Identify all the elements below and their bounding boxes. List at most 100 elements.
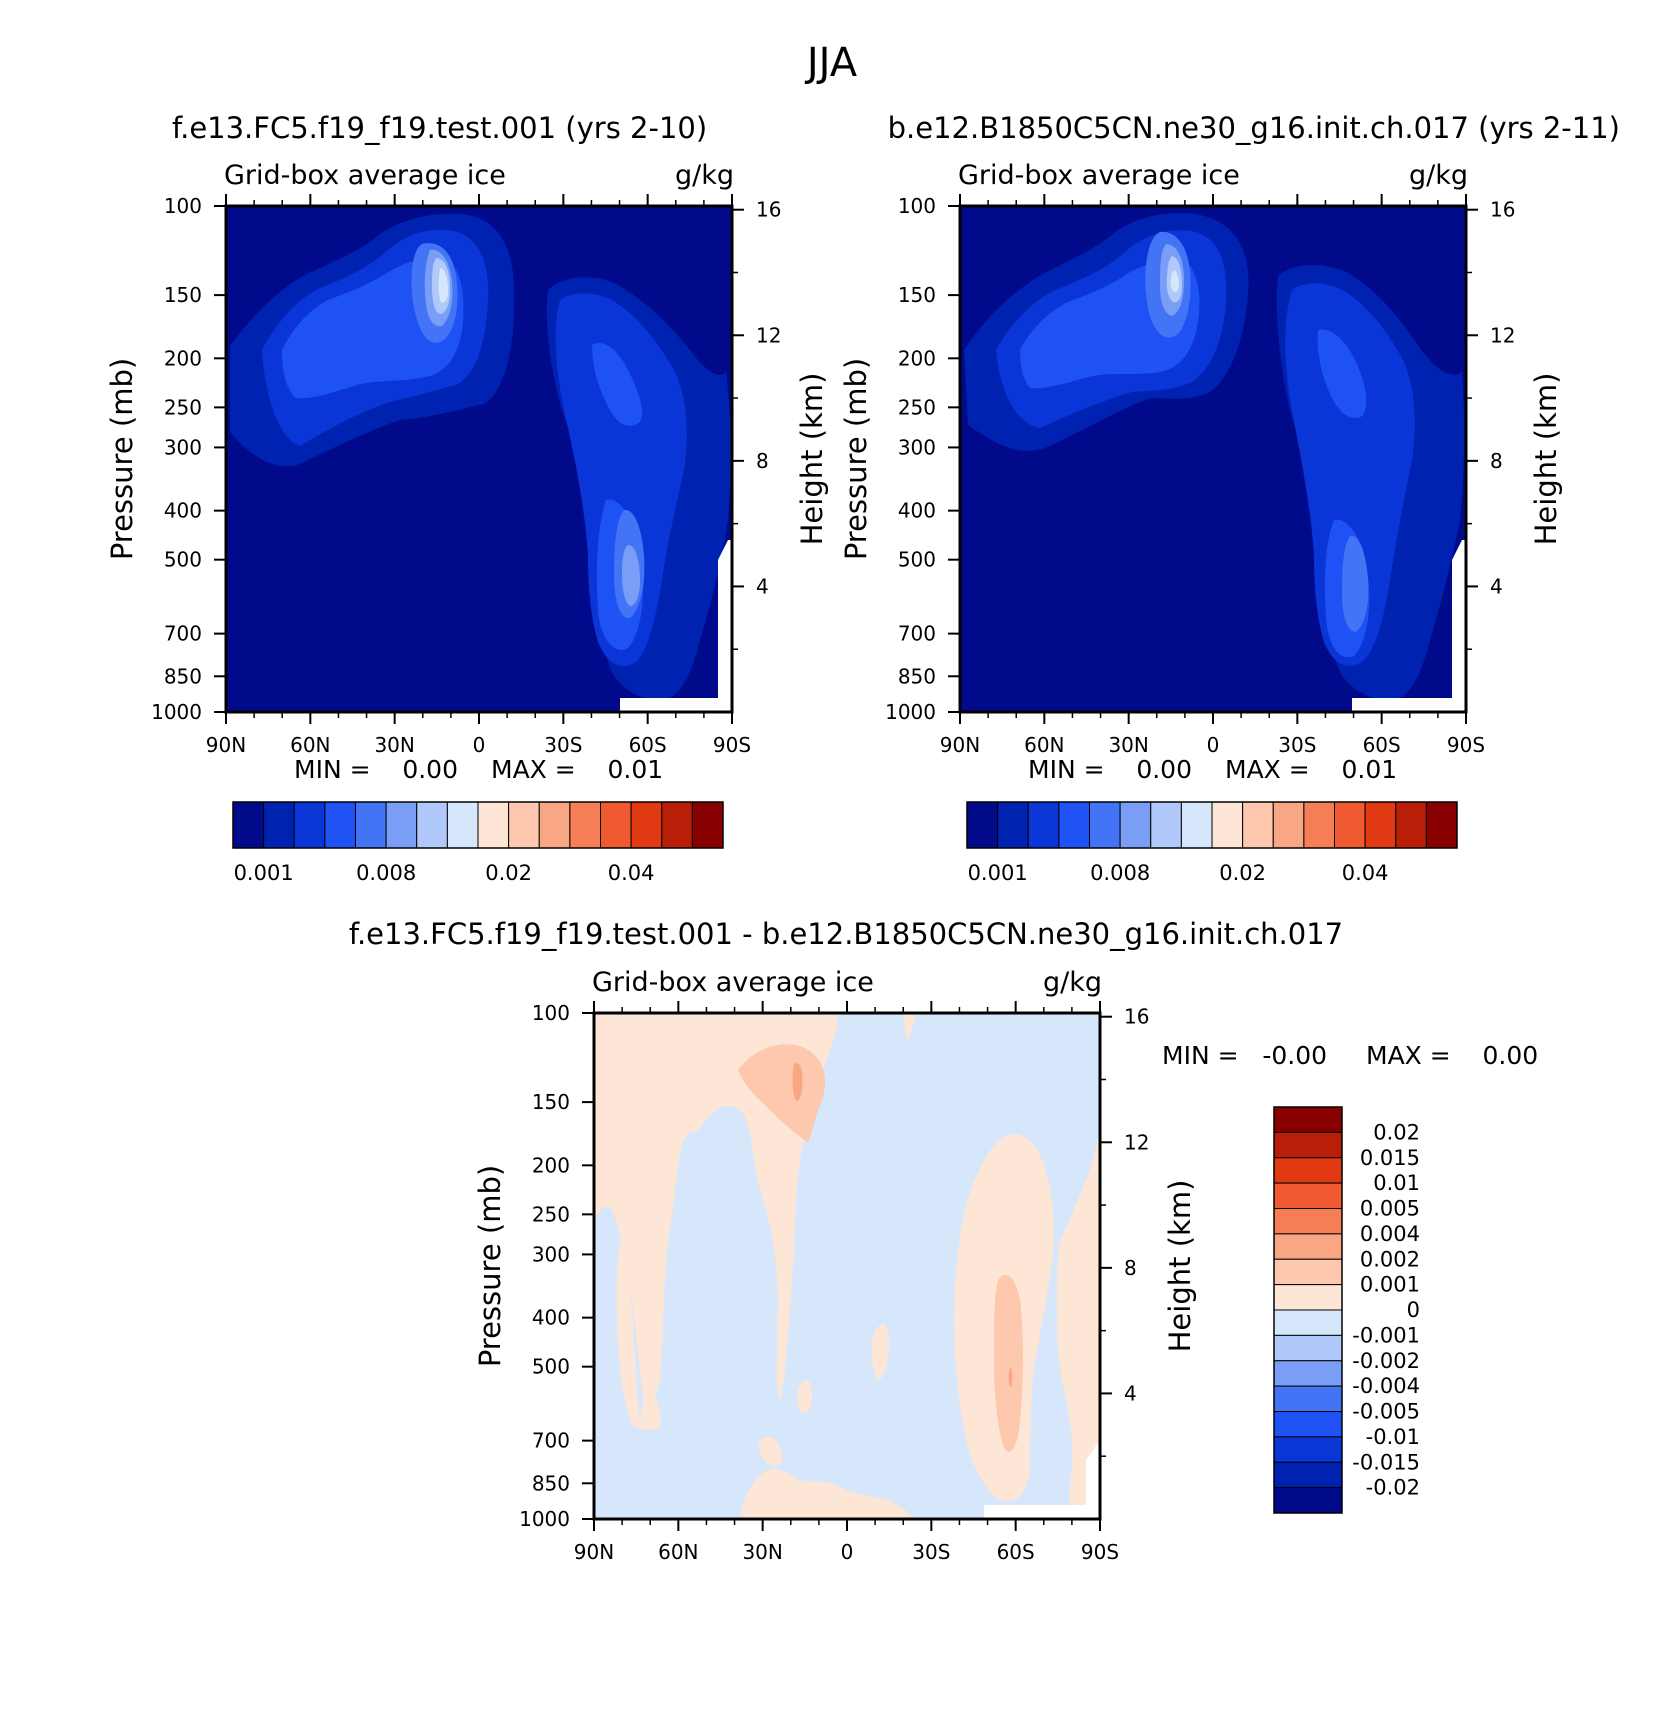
colorbar-frame	[1273, 1106, 1343, 1514]
colorbar-swatch	[1273, 1258, 1343, 1286]
left-sh-level3	[592, 342, 643, 426]
colorbar-label: 0.008	[1090, 861, 1150, 885]
right-ylabel-right: Height (km)	[1529, 373, 1563, 546]
diff-ytick-label: 200	[532, 1153, 570, 1177]
left-ytick-label: 700	[164, 622, 202, 646]
colorbar-swatch	[477, 801, 510, 849]
colorbar-swatch	[232, 801, 265, 849]
right-ytick-label: 250	[898, 395, 936, 419]
right-ytick-label: 400	[898, 499, 936, 523]
colorbar-label: -0.015	[1352, 1450, 1420, 1474]
colorbar-swatch	[1273, 1487, 1343, 1514]
colorbar-label: -0.01	[1366, 1425, 1420, 1449]
colorbar-swatch	[630, 801, 663, 849]
colorbar-swatch	[1027, 801, 1060, 849]
colorbar-swatch	[1119, 801, 1152, 849]
left-ytick-label: 400	[164, 499, 202, 523]
left-ytick-label: 200	[164, 346, 202, 370]
left-xtick-label: 60S	[629, 733, 667, 757]
diff-ytick-label: 1000	[519, 1507, 570, 1531]
colorbar-label: 0.02	[485, 861, 532, 885]
diff-ytick-label: 300	[532, 1242, 570, 1266]
diff-ylabel-right: Height (km)	[1163, 1180, 1197, 1353]
colorbar-label: 0.001	[968, 861, 1028, 885]
left-ylabel: Pressure (mb)	[105, 358, 139, 560]
right-panel: 90N 60N 30N 0 30S 60S 90S 100 150 200 250 300 400 500…	[839, 160, 1563, 784]
right-panel-units: g/kg	[1409, 160, 1468, 191]
left-ytick-label: 1000	[151, 700, 202, 724]
right-plot-field	[960, 206, 1466, 712]
diff-ytick-label: 850	[532, 1471, 570, 1495]
diff-xtick-label: 60S	[997, 1540, 1035, 1564]
colorbar-swatch	[1273, 1233, 1343, 1260]
colorbar-swatch	[355, 801, 387, 849]
colorbar-swatch	[997, 801, 1029, 849]
colorbar-label: 0.008	[356, 861, 416, 885]
diff-xtick-label: 30S	[912, 1540, 950, 1564]
right-ytick-label: 100	[898, 194, 936, 218]
colorbar-swatch	[691, 801, 724, 849]
diff-pos-level3	[792, 1063, 803, 1101]
colorbar-swatch	[1180, 801, 1213, 849]
right-xtick-label: 60N	[1024, 733, 1064, 757]
left-axes: 90N 60N 30N 0 30S 60S 90S 100 150 200 250 300 400 500…	[151, 194, 781, 757]
colorbar-swatch	[538, 801, 571, 849]
colorbar-swatch	[1211, 801, 1244, 849]
left-xtick-label: 90N	[206, 733, 246, 757]
right-colorbar: 0.001 0.008 0.02 0.04	[966, 801, 1458, 885]
colorbar-swatch	[1273, 1461, 1343, 1489]
right-xtick-label: 90N	[940, 733, 980, 757]
colorbar-label: -0.002	[1352, 1349, 1420, 1373]
colorbar-swatch	[1334, 801, 1366, 849]
left-ylabel-right: Height (km)	[795, 373, 829, 546]
diff-pos-sh-right	[1056, 1110, 1100, 1519]
diff-missing-region	[984, 1440, 1100, 1519]
diff-pos-mid-speck-3	[758, 1436, 783, 1466]
left-ytick-label: 150	[164, 283, 202, 307]
diff-pos-top-right	[904, 1013, 916, 1040]
colorbar-swatch	[1273, 1309, 1343, 1336]
colorbar-label: -0.005	[1352, 1400, 1420, 1424]
diff-xtick-label: 0	[841, 1540, 854, 1564]
colorbar-label: 0.02	[1373, 1120, 1420, 1144]
right-nh-level7	[1170, 270, 1179, 293]
colorbar-label: 0.004	[1360, 1222, 1420, 1246]
colorbar-swatch	[1364, 801, 1397, 849]
right-sh-level3	[1317, 329, 1367, 418]
right-sh-level4	[1342, 535, 1369, 632]
diff-ytick-right-label: 4	[1124, 1381, 1137, 1405]
diff-xtick-label: 30N	[742, 1540, 782, 1564]
left-sh-level2	[555, 293, 687, 666]
colorbar-swatch	[1273, 1334, 1343, 1362]
right-sh-level2	[1285, 283, 1415, 666]
colorbar-swatch	[385, 801, 418, 849]
right-xtick-label: 0	[1207, 733, 1220, 757]
colorbar-label: 0	[1407, 1298, 1420, 1322]
left-xtick-label: 30S	[544, 733, 582, 757]
left-ytick-label: 250	[164, 395, 202, 419]
left-ytick-right-label: 4	[756, 574, 769, 598]
colorbar-label: 0.002	[1360, 1247, 1420, 1271]
figure-title: JJA	[804, 40, 858, 86]
right-ytick-right-label: 16	[1490, 198, 1515, 222]
diff-xtick-label: 60N	[658, 1540, 698, 1564]
diff-ytick-right-label: 16	[1124, 1005, 1149, 1029]
right-min-label: MIN = 0.00	[1028, 755, 1192, 784]
colorbar-swatch	[293, 801, 326, 849]
right-ytick-label: 700	[898, 622, 936, 646]
left-max-label: MAX = 0.01	[491, 755, 663, 784]
right-ytick-right-label: 4	[1490, 574, 1503, 598]
colorbar-swatch	[1273, 1182, 1343, 1209]
right-xtick-label: 90S	[1447, 733, 1485, 757]
left-xtick-label: 60N	[290, 733, 330, 757]
right-xtick-label: 30S	[1278, 733, 1316, 757]
left-ytick-label: 300	[164, 435, 202, 459]
diff-ytick-label: 100	[532, 1001, 570, 1025]
colorbar-swatch	[1303, 801, 1335, 849]
left-ytick-right-label: 8	[756, 449, 769, 473]
diff-xtick-label: 90N	[574, 1540, 614, 1564]
left-ytick-right-label: 16	[756, 198, 781, 222]
colorbar-label: 0.02	[1219, 861, 1266, 885]
right-ytick-label: 300	[898, 435, 936, 459]
diff-pos-mid-speck-2	[797, 1379, 812, 1413]
